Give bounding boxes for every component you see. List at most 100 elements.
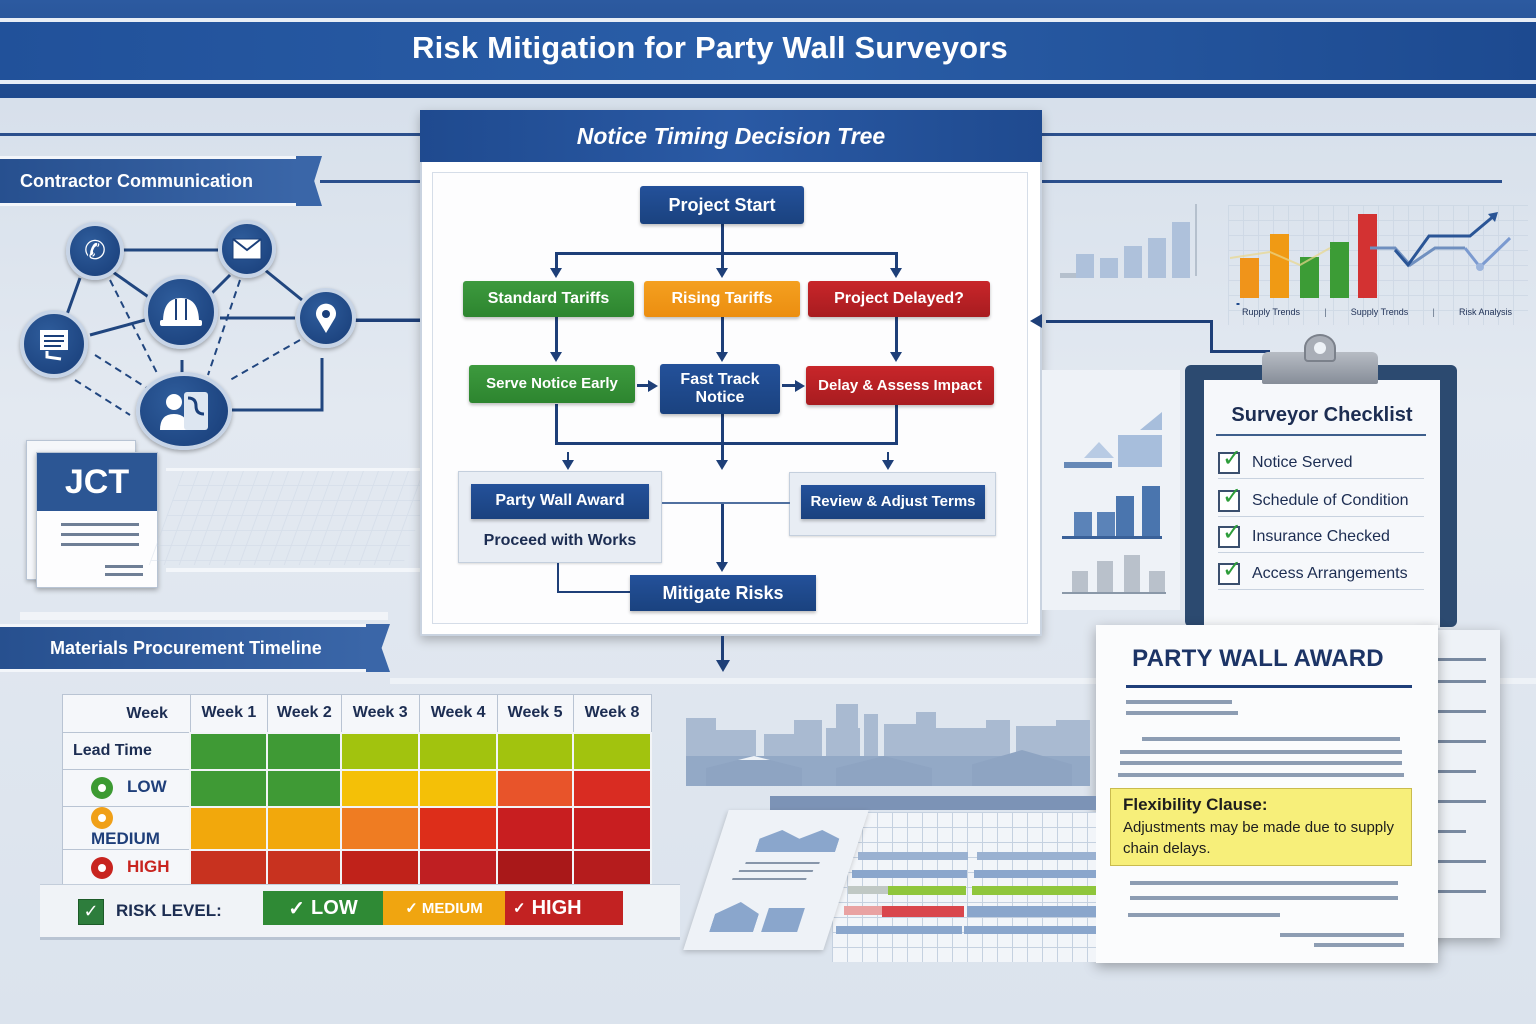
node-party-wall-award[interactable]: Party Wall Award: [471, 484, 649, 519]
node-delay-assess-impact[interactable]: Delay & Assess Impact: [806, 366, 994, 405]
checkbox[interactable]: ✓: [1218, 557, 1242, 585]
arrow-down: [716, 352, 728, 362]
checkbox[interactable]: ✓: [1218, 446, 1242, 474]
connector-line: [637, 384, 651, 387]
header-rule-bottom: [0, 80, 1536, 84]
heatmap-cell: [496, 848, 575, 888]
connector-line: [355, 319, 421, 322]
checklist-item-access-arrangements[interactable]: ✓ Access Arrangements: [1218, 557, 1424, 590]
checklist-item-insurance-checked[interactable]: ✓ Insurance Checked: [1218, 520, 1424, 553]
heatmap-cell: [266, 731, 343, 771]
heatmap-cell: [340, 848, 421, 888]
node-rising-tariffs[interactable]: Rising Tariffs: [644, 281, 800, 317]
hard-hat-icon: [160, 298, 202, 326]
award-title: PARTY WALL AWARD: [1132, 645, 1384, 672]
chart-label-3: Risk Analysis: [1458, 307, 1512, 317]
column-header: Week 3: [340, 694, 420, 733]
legend-high[interactable]: ✓ HIGH: [505, 891, 623, 925]
row-label-text: Lead Time: [73, 742, 152, 759]
doc-line: [1280, 933, 1404, 937]
row-label: HIGH: [62, 849, 191, 887]
gantt-sheet: [832, 812, 1096, 962]
connector-line: [895, 404, 898, 444]
heatmap-cell: [496, 768, 575, 808]
connector-line: [662, 502, 790, 504]
legend-label: RISK LEVEL:: [116, 901, 222, 920]
node-serve-notice-early[interactable]: Serve Notice Early: [469, 365, 635, 403]
heatmap-cell: [266, 848, 343, 888]
contractor-communication-title: Contractor Communication: [20, 170, 254, 191]
node-review-adjust-terms[interactable]: Review & Adjust Terms: [801, 485, 985, 519]
doc-line: [105, 573, 143, 576]
city-skyline: [686, 700, 1090, 786]
legend-low-label: LOW: [311, 896, 358, 919]
connector-line: [721, 224, 724, 254]
check-icon: ✓: [288, 897, 306, 920]
heatmap-cell: [572, 848, 652, 888]
row-label-text: LOW: [127, 777, 167, 797]
node-standard-tariffs[interactable]: Standard Tariffs: [463, 281, 634, 317]
document-node: [20, 310, 88, 378]
clause-title: Flexibility Clause:: [1123, 795, 1268, 814]
envelope-icon: [232, 238, 262, 260]
checklist-item-notice-served[interactable]: ✓ Notice Served: [1218, 446, 1424, 479]
heatmap-cell: [572, 768, 652, 808]
heatmap-cell: [572, 805, 652, 851]
checkbox[interactable]: ✓: [1218, 484, 1242, 512]
node-project-start[interactable]: Project Start: [640, 186, 804, 224]
doc-line: [1120, 750, 1402, 754]
connector-line: [1046, 320, 1212, 323]
document-icon: [40, 330, 68, 361]
doc-line: [61, 533, 139, 536]
connector-line: [555, 252, 898, 255]
node-fast-track-notice[interactable]: Fast Track Notice: [660, 364, 780, 414]
arrow-down: [716, 562, 728, 572]
phone-icon: ✆: [84, 236, 106, 266]
header-band: [0, 22, 1536, 80]
header-rule-top: [0, 18, 1536, 22]
heatmap-cell: [189, 848, 269, 888]
checklist-paper: Surveyor Checklist ✓ Notice Served ✓ Sch…: [1204, 380, 1440, 628]
scene-shelf: [770, 796, 1096, 810]
arrow-right: [648, 380, 658, 392]
checkbox[interactable]: ✓: [1218, 520, 1242, 548]
guide-line: [1042, 133, 1536, 136]
doc-line: [1314, 943, 1404, 947]
guide-line: [1042, 180, 1502, 183]
arrow-down: [890, 268, 902, 278]
location-node: [296, 288, 356, 348]
checklist-item-schedule-of-condition[interactable]: ✓ Schedule of Condition: [1218, 484, 1424, 517]
doc-line: [1130, 896, 1398, 900]
node-project-delayed[interactable]: Project Delayed?: [808, 281, 990, 317]
column-header: Week 2: [266, 694, 342, 733]
node-mitigate-risks[interactable]: Mitigate Risks: [630, 575, 816, 611]
checklist-item-label: Notice Served: [1252, 454, 1353, 471]
label-divider: |: [1432, 307, 1435, 317]
connector-line: [555, 442, 898, 445]
heatmap-row: LOW: [62, 768, 652, 808]
connector-line: [555, 316, 558, 352]
procurement-heatmap: Week Week 1 Week 2 Week 3 Week 4 Week 5 …: [40, 694, 652, 888]
procurement-title: Materials Procurement Timeline: [50, 637, 322, 658]
heatmap-cell: [418, 731, 499, 771]
heatmap-table: Week Week 1 Week 2 Week 3 Week 4 Week 5 …: [62, 694, 652, 888]
arrow-down: [716, 460, 728, 470]
legend-medium[interactable]: ✓ MEDIUM: [383, 891, 505, 925]
heatmap-row: Lead Time: [62, 731, 652, 771]
connector-line: [1210, 320, 1213, 352]
flexibility-clause-box: Flexibility Clause: Adjustments may be m…: [1110, 788, 1412, 866]
heatmap-cell: [340, 768, 421, 808]
ribbon-highlight: [20, 612, 388, 620]
legend-medium-label: MEDIUM: [421, 899, 483, 917]
divider: [166, 468, 420, 471]
arrow-left: [1030, 314, 1042, 328]
connector-line: [721, 636, 724, 660]
heatmap-cell: [340, 731, 421, 771]
heatmap-cell: [189, 768, 269, 808]
checklist-item-label: Access Arrangements: [1252, 565, 1408, 582]
doc-line: [1126, 711, 1238, 715]
page-title: Risk Mitigation for Party Wall Surveyors: [412, 30, 1008, 65]
chart-label-2: Supply Trends: [1350, 307, 1409, 317]
doc-line: [1120, 761, 1402, 765]
legend-low[interactable]: ✓ LOW: [263, 891, 383, 925]
